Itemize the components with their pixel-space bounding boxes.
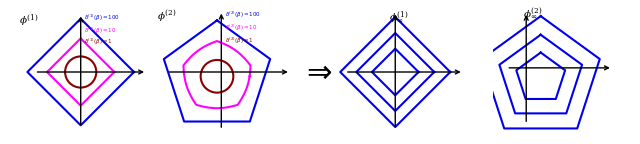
Text: $\delta^{(1)}(\beta)=1$: $\delta^{(1)}(\beta)=1$	[84, 37, 113, 47]
Text: $\phi^{(2)}_\infty$: $\phi^{(2)}_\infty$	[523, 7, 542, 22]
Text: $\delta^{(1)}(\beta)=100$: $\delta^{(1)}(\beta)=100$	[84, 12, 120, 23]
Text: $\phi^{(1)}_\infty$: $\phi^{(1)}_\infty$	[389, 10, 409, 25]
Text: $\delta^{(2)}(\beta)=100$: $\delta^{(2)}(\beta)=100$	[225, 10, 260, 20]
Text: $\delta^{(1)}(\beta)=10$: $\delta^{(1)}(\beta)=10$	[84, 25, 116, 36]
Text: $\phi^{(2)}$: $\phi^{(2)}$	[157, 9, 176, 24]
Text: $\delta^{(2)}(\beta)=1$: $\delta^{(2)}(\beta)=1$	[225, 35, 253, 46]
Text: $\phi^{(1)}$: $\phi^{(1)}$	[19, 12, 38, 28]
Text: $\Rightarrow$: $\Rightarrow$	[301, 57, 333, 87]
Text: $\delta^{(2)}(\beta)=10$: $\delta^{(2)}(\beta)=10$	[225, 23, 257, 33]
